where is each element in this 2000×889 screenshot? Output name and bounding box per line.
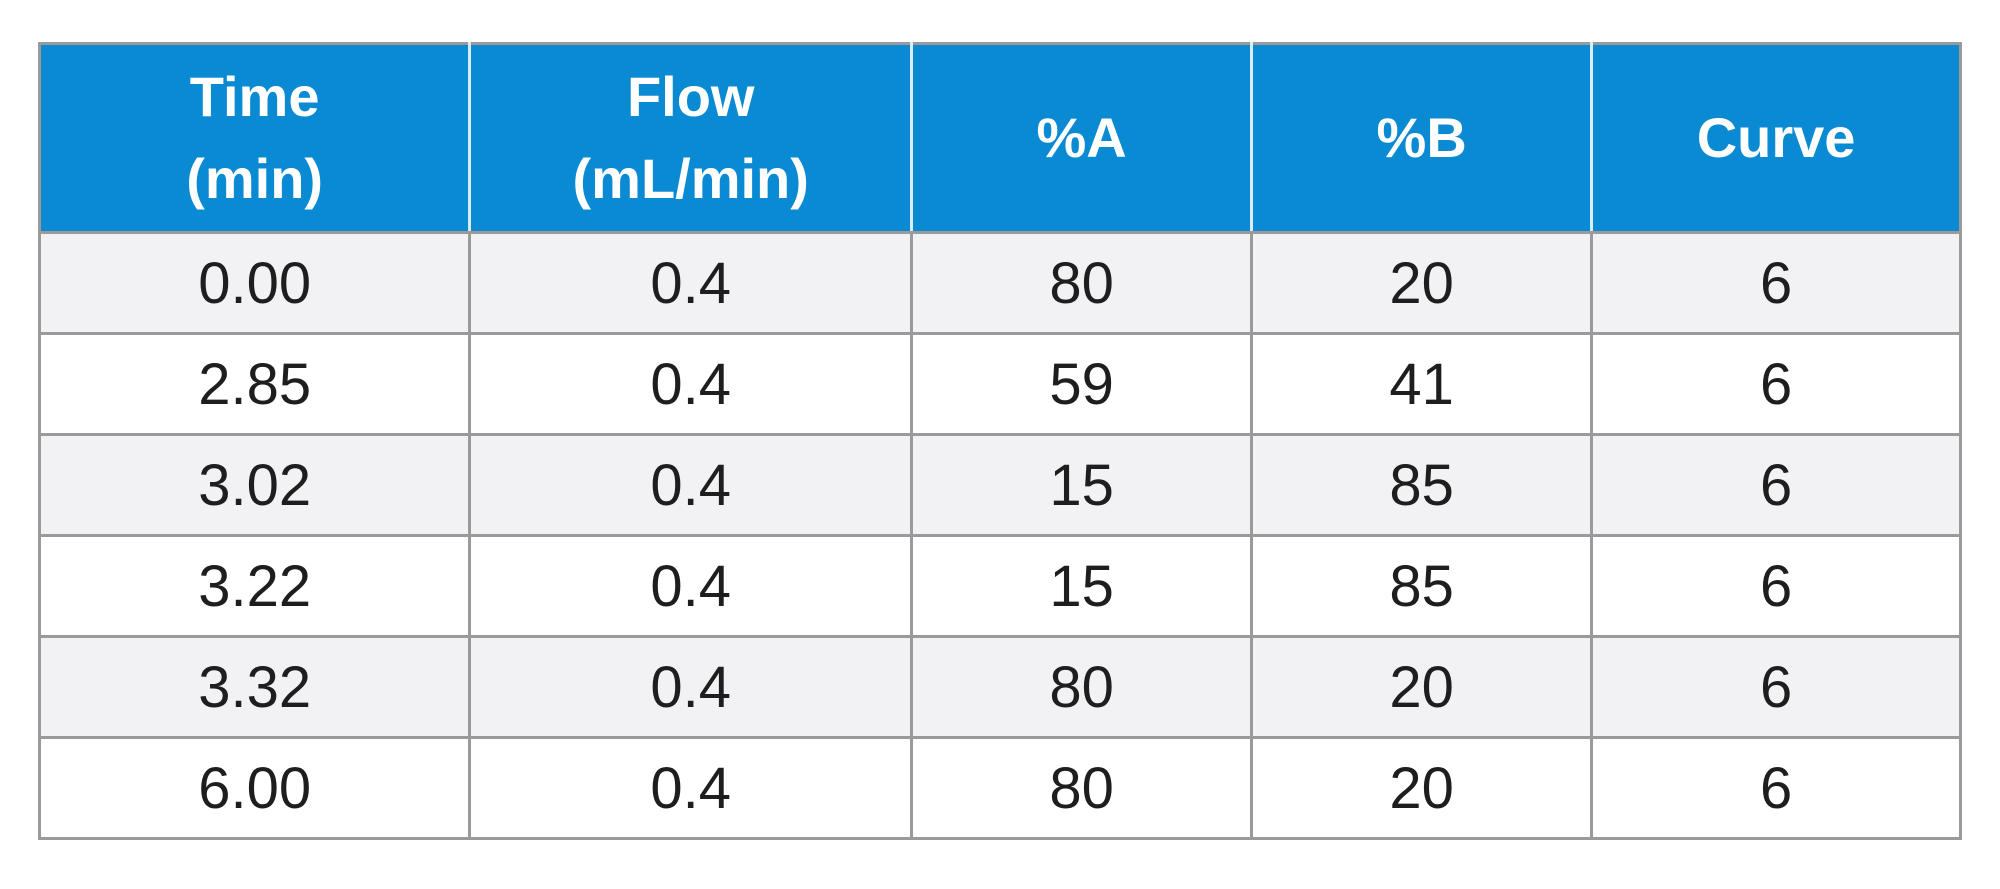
cell-flow: 0.4 [468,736,914,840]
cell-time: 2.85 [37,332,472,436]
table-row: 2.85 0.4 59 41 6 [37,332,1962,436]
table-row: 3.02 0.4 15 85 6 [37,433,1962,537]
table-row: 6.00 0.4 80 20 6 [37,736,1962,840]
table-row: 3.22 0.4 15 85 6 [37,534,1962,638]
cell-curve: 6 [1590,736,1962,840]
cell-time: 3.32 [37,635,472,739]
cell-percent-b: 20 [1250,736,1594,840]
cell-percent-a: 15 [910,534,1254,638]
cell-flow: 0.4 [468,433,914,537]
cell-curve: 6 [1590,635,1962,739]
cell-percent-a: 80 [910,635,1254,739]
header-flow-label: Flow [626,65,755,128]
table-row: 0.00 0.4 80 20 6 [37,231,1962,335]
header-percent-a-label: %A [1036,106,1127,169]
cell-percent-a: 15 [910,433,1254,537]
header-percent-b-label: %B [1376,106,1467,169]
cell-time: 3.02 [37,433,472,537]
cell-flow: 0.4 [468,635,914,739]
cell-percent-b: 85 [1250,534,1594,638]
cell-curve: 6 [1590,534,1962,638]
cell-percent-a: 80 [910,231,1254,335]
header-percent-b: %B [1250,42,1594,234]
header-time: Time (min) [37,42,472,234]
table-row: 3.32 0.4 80 20 6 [37,635,1962,739]
cell-percent-b: 41 [1250,332,1594,436]
header-curve-label: Curve [1696,106,1856,169]
cell-curve: 6 [1590,433,1962,537]
cell-percent-a: 80 [910,736,1254,840]
cell-percent-b: 85 [1250,433,1594,537]
header-flow-unit: (mL/min) [572,147,809,210]
header-percent-a: %A [910,42,1254,234]
cell-curve: 6 [1590,231,1962,335]
cell-percent-b: 20 [1250,231,1594,335]
gradient-table: Time (min) Flow (mL/min) %A %B Curve 0.0… [37,42,1962,840]
cell-flow: 0.4 [468,332,914,436]
table-header-row: Time (min) Flow (mL/min) %A %B Curve [37,42,1962,234]
cell-curve: 6 [1590,332,1962,436]
cell-time: 0.00 [37,231,472,335]
header-time-label: Time [189,65,320,128]
cell-percent-b: 20 [1250,635,1594,739]
header-time-unit: (min) [186,147,324,210]
cell-time: 6.00 [37,736,472,840]
header-flow: Flow (mL/min) [468,42,914,234]
cell-time: 3.22 [37,534,472,638]
header-curve: Curve [1590,42,1962,234]
cell-flow: 0.4 [468,534,914,638]
cell-flow: 0.4 [468,231,914,335]
cell-percent-a: 59 [910,332,1254,436]
